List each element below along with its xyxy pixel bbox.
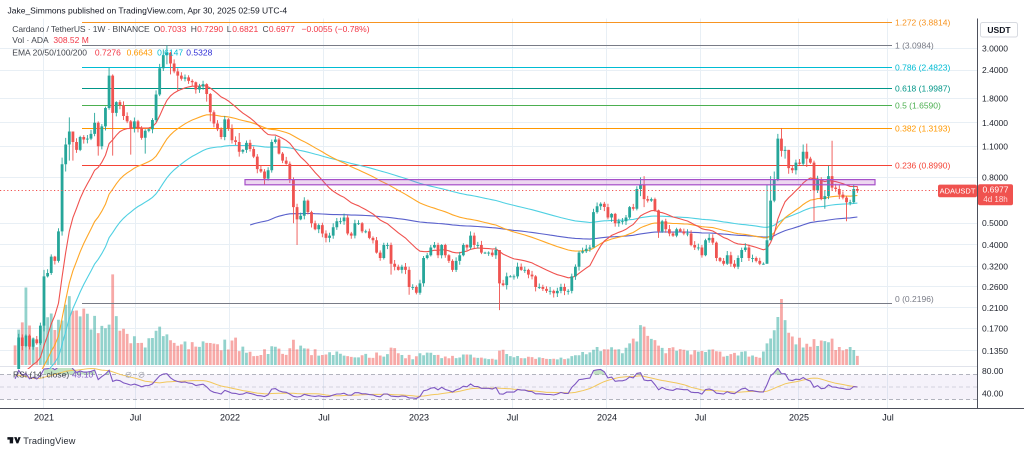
svg-text:0.618 (1.9987): 0.618 (1.9987) — [895, 84, 950, 94]
svg-text:Vol · ADA: Vol · ADA — [12, 35, 49, 45]
svg-text:0.6977: 0.6977 — [983, 184, 1009, 194]
svg-text:−0.0055 (−0.78%): −0.0055 (−0.78%) — [302, 24, 370, 34]
svg-text:Cardano / TetherUS · 1W · BINA: Cardano / TetherUS · 1W · BINANCE — [12, 24, 150, 34]
svg-text:Jul: Jul — [318, 412, 330, 422]
svg-text:0.4000: 0.4000 — [982, 240, 1008, 250]
svg-text:2.4000: 2.4000 — [982, 65, 1008, 75]
svg-text:0.1350: 0.1350 — [982, 346, 1008, 356]
svg-text:2021: 2021 — [34, 412, 54, 422]
svg-text:1.1000: 1.1000 — [982, 141, 1008, 151]
svg-text:EMA 20/50/100/200: EMA 20/50/100/200 — [12, 47, 87, 57]
svg-text:0.5 (1.6590): 0.5 (1.6590) — [895, 101, 941, 111]
svg-text:O: O — [154, 24, 161, 34]
svg-text:RSI (14, close): RSI (14, close) — [13, 369, 69, 379]
svg-text:0.1700: 0.1700 — [982, 323, 1008, 333]
svg-text:Jul: Jul — [130, 412, 142, 422]
svg-text:TradingView: TradingView — [23, 436, 75, 446]
svg-text:Jul: Jul — [695, 412, 707, 422]
svg-text:1 (3.0984): 1 (3.0984) — [895, 41, 934, 51]
svg-text:0.6821: 0.6821 — [232, 24, 258, 34]
svg-text:Jul: Jul — [882, 412, 894, 422]
svg-text:0.7290: 0.7290 — [197, 24, 223, 34]
svg-text:40.00: 40.00 — [982, 389, 1004, 399]
svg-text:308.52 M: 308.52 M — [53, 35, 88, 45]
svg-text:2022: 2022 — [220, 412, 240, 422]
svg-text:49.10: 49.10 — [72, 369, 94, 379]
svg-text:H: H — [191, 24, 197, 34]
svg-text:0.2100: 0.2100 — [982, 303, 1008, 313]
svg-text:2024: 2024 — [597, 412, 617, 422]
svg-text:0.8000: 0.8000 — [982, 172, 1008, 182]
svg-text:USDT: USDT — [987, 25, 1011, 35]
svg-text:1.272 (3.8814): 1.272 (3.8814) — [895, 18, 950, 28]
svg-text:0.786 (2.4823): 0.786 (2.4823) — [895, 63, 950, 73]
svg-text:0.7276: 0.7276 — [95, 47, 121, 57]
svg-text:ADAUSDT: ADAUSDT — [940, 187, 976, 196]
svg-text:0.6147: 0.6147 — [157, 47, 183, 57]
svg-text:Jul: Jul — [507, 412, 519, 422]
svg-text:0.5000: 0.5000 — [982, 218, 1008, 228]
svg-text:1.8000: 1.8000 — [982, 93, 1008, 103]
svg-text:4d 18h: 4d 18h — [983, 195, 1007, 204]
svg-text:1.4000: 1.4000 — [982, 118, 1008, 128]
svg-text:Jake_Simmons published on Trad: Jake_Simmons published on TradingView.co… — [8, 6, 288, 16]
svg-text:0.6643: 0.6643 — [127, 47, 153, 57]
svg-text:0.382 (1.3193): 0.382 (1.3193) — [895, 124, 950, 134]
svg-text:2023: 2023 — [409, 412, 429, 422]
svg-text:L: L — [227, 24, 232, 34]
svg-text:2025: 2025 — [789, 412, 809, 422]
svg-text:0.6977: 0.6977 — [269, 24, 295, 34]
svg-text:0.3200: 0.3200 — [982, 262, 1008, 272]
svg-text:3.0000: 3.0000 — [982, 43, 1008, 53]
svg-text:∅: ∅ — [138, 371, 145, 380]
svg-text:80.00: 80.00 — [982, 366, 1004, 376]
svg-text:0.236 (0.8990): 0.236 (0.8990) — [895, 161, 950, 171]
svg-text:∅: ∅ — [125, 371, 132, 380]
svg-text:C: C — [263, 24, 269, 34]
svg-text:0.5328: 0.5328 — [186, 47, 212, 57]
svg-text:0.7033: 0.7033 — [160, 24, 186, 34]
svg-text:0.2600: 0.2600 — [982, 282, 1008, 292]
svg-text:0 (0.2196): 0 (0.2196) — [895, 294, 934, 304]
